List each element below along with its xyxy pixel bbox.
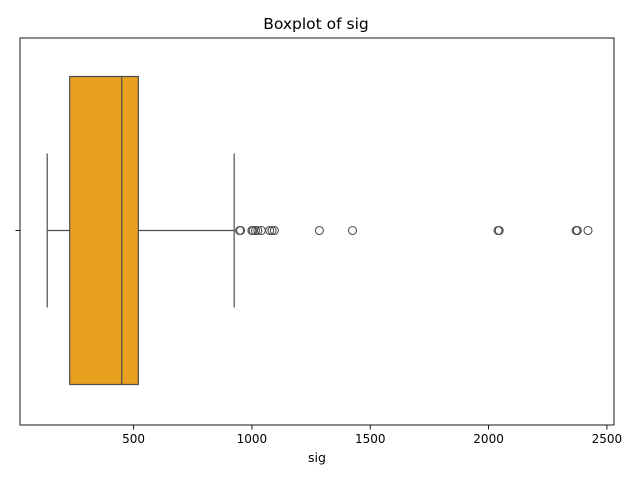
- plot-frame: [19, 37, 615, 426]
- x-tick-label: 2000: [473, 432, 504, 446]
- x-axis: 500 1000 1500 2000 2500: [122, 425, 622, 446]
- x-tick-label: 1000: [237, 432, 268, 446]
- x-tick-label: 500: [122, 432, 145, 446]
- outlier-point: [347, 225, 358, 236]
- x-axis-label: sig: [308, 450, 326, 465]
- outlier-point: [572, 225, 582, 236]
- outlier-point: [314, 225, 324, 236]
- x-tick-label: 1500: [355, 432, 386, 446]
- chart-title: Boxplot of sig: [263, 15, 369, 33]
- outlier-point: [269, 225, 279, 236]
- x-tick-label: 2500: [592, 432, 623, 446]
- iqr-box: [69, 75, 139, 386]
- outlier-point: [253, 225, 263, 236]
- outlier-point: [267, 225, 277, 236]
- outlier-point: [250, 225, 261, 236]
- plot-area: [46, 75, 593, 386]
- outlier-point: [265, 225, 275, 236]
- outlier-point: [583, 225, 593, 236]
- outlier-point: [494, 225, 504, 236]
- outlier-point: [236, 225, 246, 236]
